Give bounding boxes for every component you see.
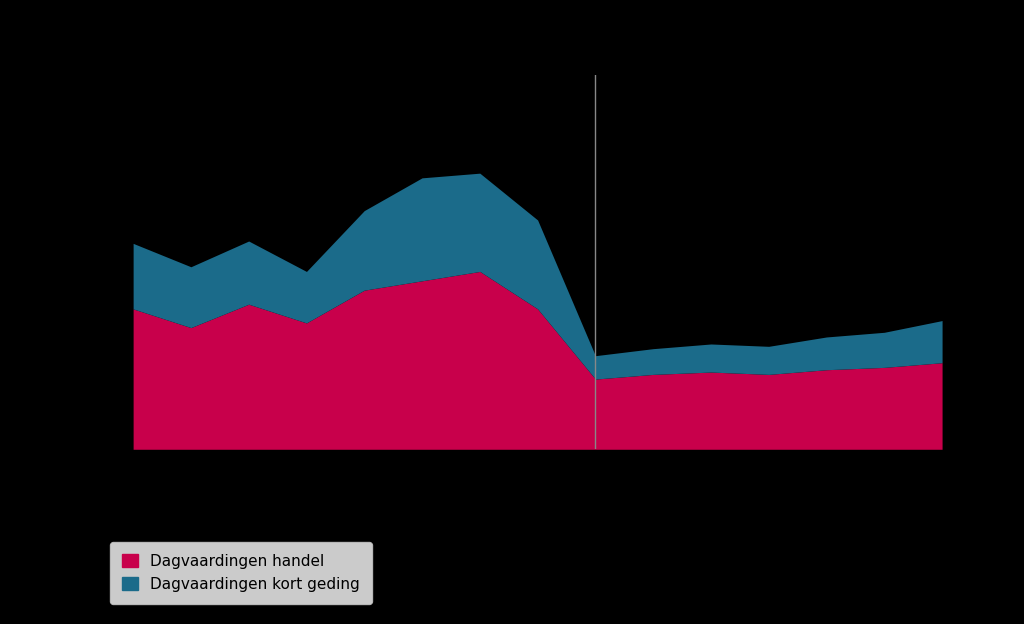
Legend: Dagvaardingen handel, Dagvaardingen kort geding: Dagvaardingen handel, Dagvaardingen kort…	[110, 542, 372, 604]
